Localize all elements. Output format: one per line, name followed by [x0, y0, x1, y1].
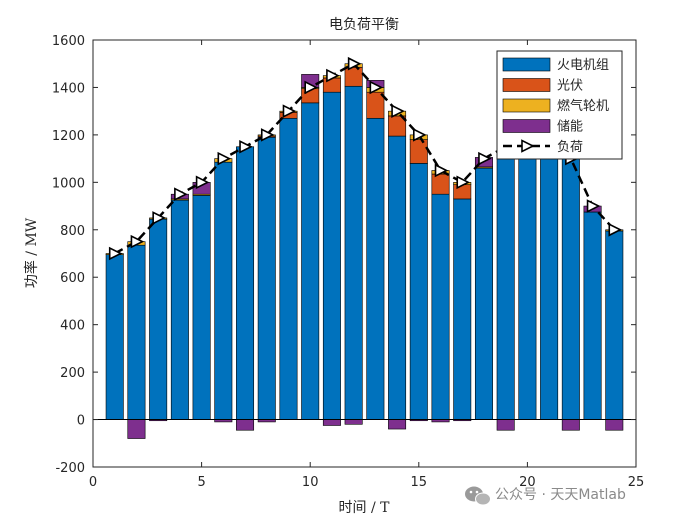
- y-axis-label: 功率 / MW: [23, 217, 40, 288]
- load-marker-2: [130, 234, 145, 249]
- bar-1-21: [540, 153, 559, 420]
- plot-frame: [92, 39, 637, 468]
- bar-2-15: [409, 139, 428, 164]
- load-marker-18: [478, 151, 492, 166]
- load-marker-13: [369, 80, 384, 95]
- load-marker-8: [260, 128, 275, 142]
- load-marker-14: [391, 104, 405, 118]
- y-tick-label-800: 800: [60, 224, 85, 239]
- ticks-layer: 0 5 10 15 20 25 -200 0 200 400 600 800 1000 1200 1400 1…: [52, 34, 644, 490]
- load-marker-1: [108, 246, 123, 261]
- load-marker-5: [195, 175, 210, 190]
- watermark: 公众号 · 天天Matlab: [465, 486, 626, 506]
- load-marker-7: [239, 139, 253, 154]
- bar-1-19: [496, 139, 515, 420]
- load-marker-17: [456, 175, 471, 190]
- bar-1-13: [366, 117, 385, 420]
- x-tick-label-5: 5: [197, 475, 205, 490]
- bar-1-24: [605, 230, 624, 420]
- chart-title: 电负荷平衡: [329, 17, 399, 33]
- bar-1-9: [279, 117, 298, 420]
- load-marker-3: [152, 211, 166, 225]
- y-tick-label-1600: 1600: [52, 34, 85, 49]
- wechat-icon: [465, 486, 491, 506]
- y-tick-label--200: -200: [55, 461, 85, 476]
- load-marker-9: [282, 104, 297, 118]
- load-marker-23: [586, 199, 601, 213]
- load-marker-16: [434, 163, 449, 178]
- x-tick-label-25: 25: [628, 475, 645, 490]
- legend-swatch-3: [502, 98, 551, 113]
- x-tick-label-10: 10: [302, 475, 319, 490]
- bar-1-18: [474, 167, 493, 420]
- bar-1-23: [583, 211, 602, 420]
- y-tick-label-400: 400: [60, 319, 85, 334]
- bar-1-5: [192, 195, 211, 420]
- load-marker-24: [608, 222, 623, 237]
- legend-load-marker: [521, 139, 535, 153]
- legend-label-3: 燃气轮机: [557, 98, 609, 114]
- bar-4-7: [236, 419, 255, 431]
- load-marker-4: [174, 187, 188, 201]
- x-tick-label-20: 20: [519, 475, 536, 490]
- load-marker-6: [217, 151, 232, 166]
- bar-4-2: [127, 419, 146, 439]
- bar-4-11: [322, 419, 341, 426]
- bar-1-6: [214, 161, 233, 420]
- bar-1-12: [344, 85, 363, 420]
- bar-1-4: [170, 199, 189, 420]
- bar-2-13: [366, 91, 385, 119]
- load-marker-12: [347, 56, 362, 71]
- bar-4-19: [496, 419, 515, 431]
- bar-2-17: [453, 184, 472, 200]
- bar-1-20: [518, 151, 537, 420]
- legend-label-4: 储能: [557, 120, 583, 135]
- legend-label-load: 负荷: [557, 140, 583, 155]
- bar-1-7: [236, 146, 255, 420]
- y-tick-label-0: 0: [77, 414, 85, 429]
- y-tick-label-1200: 1200: [52, 129, 85, 144]
- bar-2-16: [431, 173, 450, 195]
- bar-1-1: [105, 254, 124, 420]
- bar-4-22: [561, 419, 580, 431]
- x-tick-label-15: 15: [411, 475, 428, 490]
- bar-1-8: [257, 136, 276, 420]
- bar-1-16: [431, 193, 450, 420]
- legend-label-2: 光伏: [557, 79, 583, 94]
- y-tick-label-200: 200: [60, 366, 85, 381]
- bar-1-10: [301, 102, 320, 420]
- bar-1-22: [561, 158, 580, 420]
- bar-1-3: [149, 218, 168, 420]
- bar-1-17: [453, 198, 472, 420]
- watermark-text: 公众号 · 天天Matlab: [495, 487, 626, 503]
- bar-4-12: [344, 419, 363, 425]
- legend-swatch-2: [502, 78, 551, 92]
- bar-4-24: [605, 419, 624, 431]
- x-axis-label: 时间 / T: [339, 500, 391, 516]
- legend-label-1: 火电机组: [557, 58, 609, 73]
- load-marker-15: [412, 128, 427, 142]
- load-marker-11: [326, 68, 340, 83]
- legend-swatch-1: [502, 57, 551, 72]
- load-marker-10: [304, 80, 318, 95]
- y-tick-label-1000: 1000: [52, 176, 85, 191]
- y-tick-label-1400: 1400: [52, 81, 85, 96]
- x-tick-label-0: 0: [89, 475, 97, 490]
- bar-1-11: [322, 91, 341, 420]
- bar-1-14: [388, 135, 407, 420]
- y-tick-label-600: 600: [60, 271, 85, 286]
- bar-1-15: [409, 163, 428, 420]
- bar-4-14: [388, 419, 407, 430]
- bar-1-2: [127, 244, 146, 420]
- legend-swatch-4: [502, 119, 551, 133]
- bar-2-11: [322, 77, 341, 93]
- bar-2-12: [344, 66, 363, 87]
